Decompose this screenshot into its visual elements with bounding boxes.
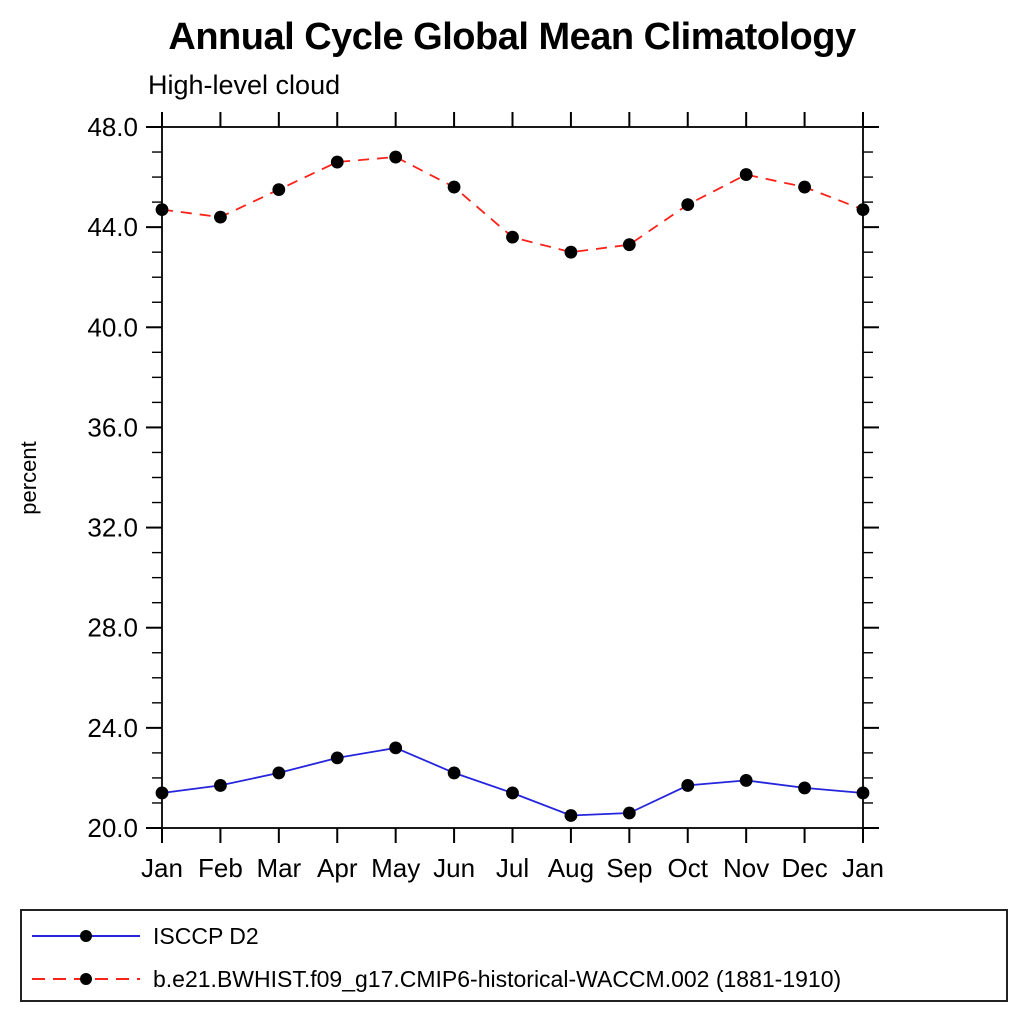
data-point-marker bbox=[856, 203, 870, 217]
chart-subtitle: High-level cloud bbox=[148, 70, 341, 100]
x-tick-label: Nov bbox=[723, 853, 769, 883]
y-tick-label: 44.0 bbox=[87, 212, 138, 242]
data-point-marker bbox=[214, 210, 227, 224]
y-tick-label: 24.0 bbox=[87, 713, 138, 743]
legend-item-isccp: ISCCP D2 bbox=[28, 922, 259, 950]
x-tick-label: May bbox=[371, 853, 420, 883]
data-point-marker bbox=[622, 238, 636, 252]
legend-swatch-dashed-line bbox=[32, 973, 140, 985]
y-tick-label: 40.0 bbox=[87, 312, 138, 342]
y-tick-label: 20.0 bbox=[87, 813, 138, 843]
data-point-marker bbox=[739, 168, 753, 181]
data-point-marker bbox=[330, 751, 344, 765]
x-tick-label: Feb bbox=[198, 853, 243, 883]
data-point-marker bbox=[739, 774, 753, 787]
data-point-marker bbox=[155, 786, 169, 800]
data-point-marker bbox=[622, 806, 636, 820]
plot-area: 20.0 24.0 28.0 32.0 36.0 40.0 44.0 48.0 Jan Feb Ma… bbox=[87, 112, 884, 883]
x-tick-label: Aug bbox=[548, 853, 594, 883]
data-point-marker bbox=[272, 766, 286, 780]
data-point-marker bbox=[798, 781, 811, 795]
y-tick-label: 28.0 bbox=[87, 613, 138, 643]
legend-label-isccp: ISCCP D2 bbox=[153, 922, 259, 949]
y-tick-label: 36.0 bbox=[87, 412, 138, 442]
legend-item-model: b.e21.BWHIST.f09_g17.CMIP6-historical-WA… bbox=[28, 965, 841, 993]
y-axis-title: percent bbox=[16, 441, 41, 514]
series-line-isccp bbox=[161, 746, 864, 817]
data-point-marker bbox=[330, 155, 344, 169]
data-point-marker bbox=[272, 183, 286, 196]
data-point-marker bbox=[447, 180, 461, 194]
y-tick-label: 32.0 bbox=[87, 513, 138, 543]
x-tick-label: Sep bbox=[606, 853, 652, 883]
data-point-marker bbox=[506, 230, 519, 244]
x-tick-label: Oct bbox=[668, 853, 709, 883]
y-tick-label: 48.0 bbox=[87, 112, 138, 142]
x-tick-label: Dec bbox=[781, 853, 827, 883]
x-tick-label: Mar bbox=[256, 853, 301, 883]
legend-box: ISCCP D2 b.e21.BWHIST.f09_g17.CMIP6-hist… bbox=[20, 909, 1008, 1002]
data-point-marker bbox=[447, 766, 461, 780]
data-point-marker bbox=[564, 245, 578, 259]
data-point-marker bbox=[681, 198, 695, 212]
x-tick-label: Jan bbox=[141, 853, 183, 883]
data-point-marker bbox=[798, 180, 811, 194]
data-point-marker bbox=[155, 203, 169, 217]
data-point-marker bbox=[506, 786, 519, 800]
data-point-marker bbox=[214, 779, 227, 792]
x-tick-label: Jul bbox=[496, 853, 529, 883]
x-tick-label: Apr bbox=[317, 853, 358, 883]
data-point-marker bbox=[564, 809, 578, 822]
legend-swatch-solid-line bbox=[32, 930, 140, 942]
data-point-marker bbox=[389, 150, 403, 164]
legend-label-model: b.e21.BWHIST.f09_g17.CMIP6-historical-WA… bbox=[153, 965, 842, 992]
data-point-marker bbox=[681, 779, 695, 792]
data-point-marker bbox=[389, 741, 403, 755]
chart-title: Annual Cycle Global Mean Climatology bbox=[168, 16, 856, 58]
x-tick-label: Jan bbox=[842, 853, 884, 883]
data-point-marker bbox=[856, 786, 870, 800]
x-tick-label: Jun bbox=[433, 853, 475, 883]
